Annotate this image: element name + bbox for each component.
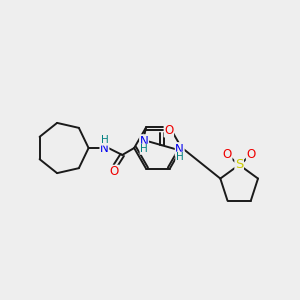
Text: N: N: [140, 135, 148, 148]
Text: O: O: [110, 165, 119, 178]
Text: N: N: [100, 142, 109, 154]
Text: H: H: [100, 135, 108, 145]
Text: N: N: [175, 143, 184, 156]
Text: H: H: [140, 144, 148, 154]
Text: O: O: [223, 148, 232, 161]
Text: O: O: [164, 124, 173, 137]
Text: H: H: [176, 152, 184, 162]
Text: O: O: [246, 148, 256, 161]
Text: S: S: [235, 158, 243, 171]
